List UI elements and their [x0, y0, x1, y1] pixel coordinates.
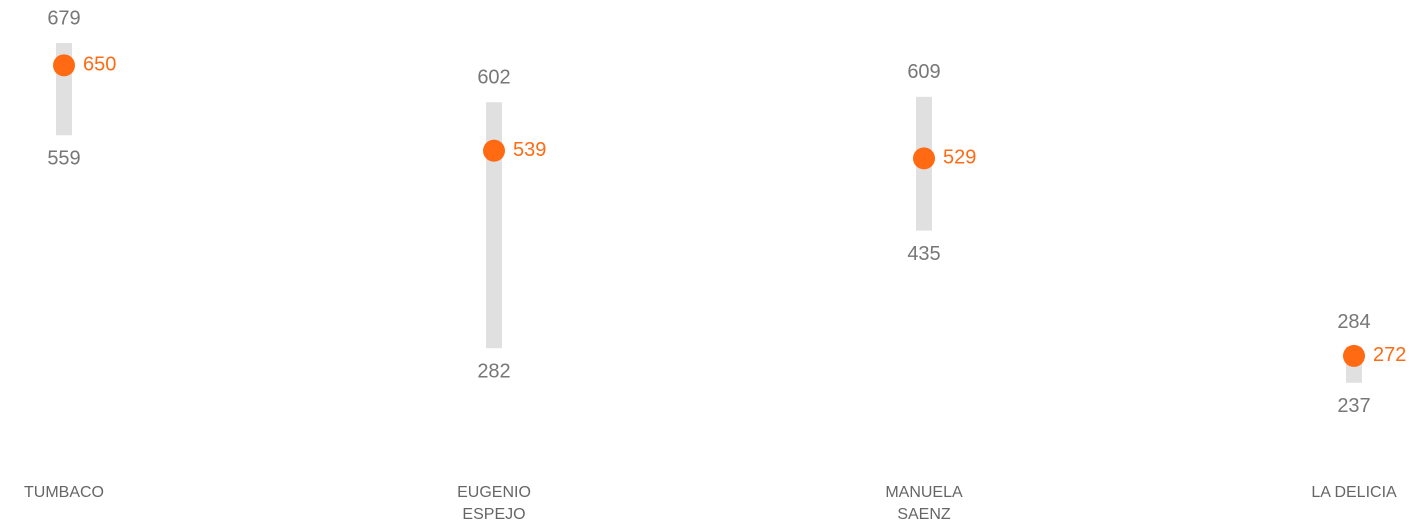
low-label: 237 — [1337, 395, 1370, 417]
category-label: TUMBACO — [24, 484, 104, 501]
high-label: 609 — [907, 61, 940, 83]
high-label: 602 — [477, 67, 510, 89]
category-label: EUGENIO ESPEJO — [457, 484, 531, 523]
value-dot — [913, 147, 935, 170]
high-label: 679 — [47, 7, 80, 29]
low-label: 282 — [477, 361, 510, 383]
value-label: 529 — [943, 147, 976, 169]
range-bar — [486, 102, 502, 349]
value-dot — [1343, 344, 1365, 367]
value-dot — [483, 139, 505, 162]
value-label: 539 — [513, 139, 546, 161]
category-label: LA DELICIA — [1311, 484, 1397, 501]
low-label: 435 — [907, 243, 940, 265]
high-label: 284 — [1337, 311, 1370, 333]
category-label: MANUELA SAENZ — [885, 484, 963, 523]
value-label: 272 — [1373, 344, 1406, 366]
value-dot — [53, 54, 75, 77]
value-label: 650 — [83, 54, 116, 76]
low-label: 559 — [47, 148, 80, 170]
